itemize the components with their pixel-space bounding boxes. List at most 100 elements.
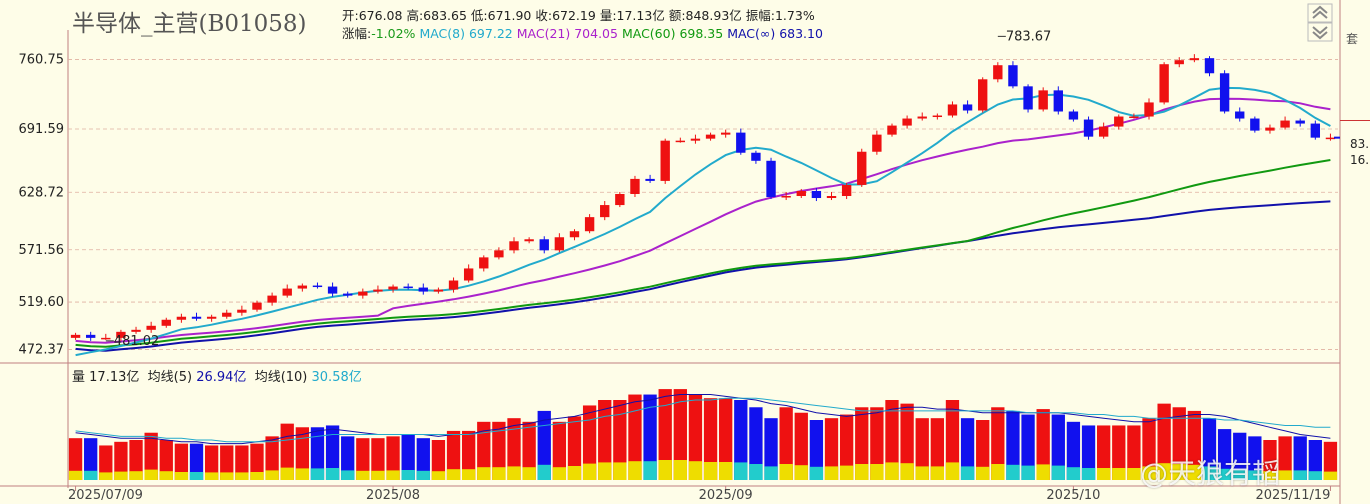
volume-bar[interactable] bbox=[976, 420, 990, 480]
volume-bar[interactable] bbox=[839, 414, 854, 480]
volume-bar[interactable] bbox=[1066, 421, 1081, 480]
volume-bar[interactable] bbox=[371, 438, 385, 480]
volume-bar[interactable] bbox=[613, 400, 627, 480]
volume-bar[interactable] bbox=[537, 410, 551, 480]
candle[interactable] bbox=[1325, 133, 1336, 141]
volume-bar[interactable] bbox=[628, 394, 642, 480]
volume-bar[interactable] bbox=[1112, 425, 1126, 480]
volume-bar[interactable] bbox=[522, 421, 536, 480]
volume-bar[interactable] bbox=[446, 430, 461, 480]
volume-bar[interactable] bbox=[779, 407, 793, 480]
candle[interactable] bbox=[584, 214, 595, 234]
volume-bar[interactable] bbox=[915, 418, 929, 480]
candle[interactable] bbox=[660, 138, 670, 184]
candle[interactable] bbox=[509, 237, 519, 254]
volume-bar[interactable] bbox=[356, 438, 370, 480]
candle[interactable] bbox=[524, 237, 534, 244]
volume-bar[interactable] bbox=[507, 418, 521, 480]
volume-bar[interactable] bbox=[658, 389, 672, 480]
candle[interactable] bbox=[206, 314, 217, 322]
volume-bar[interactable] bbox=[1293, 436, 1307, 480]
volume-bar[interactable] bbox=[1217, 429, 1232, 480]
volume-bar[interactable] bbox=[703, 398, 718, 480]
candle[interactable] bbox=[282, 284, 292, 298]
candle[interactable] bbox=[358, 288, 368, 299]
volume-bar[interactable] bbox=[567, 416, 582, 480]
candle[interactable] bbox=[1008, 61, 1018, 89]
volume-bar[interactable] bbox=[960, 418, 975, 480]
candle[interactable] bbox=[1159, 62, 1169, 105]
volume-bar[interactable] bbox=[1278, 436, 1292, 480]
candle[interactable] bbox=[902, 115, 912, 129]
candle[interactable] bbox=[826, 191, 837, 201]
candle[interactable] bbox=[857, 148, 867, 187]
candle[interactable] bbox=[1235, 107, 1245, 122]
candle[interactable] bbox=[781, 191, 791, 201]
volume-bar[interactable] bbox=[174, 443, 189, 480]
candle[interactable] bbox=[978, 77, 988, 113]
volume-bar[interactable] bbox=[1187, 410, 1202, 480]
candle[interactable] bbox=[85, 331, 96, 341]
candle[interactable] bbox=[947, 101, 958, 118]
candle[interactable] bbox=[917, 112, 927, 121]
candle[interactable] bbox=[297, 283, 308, 292]
volume-bar[interactable] bbox=[386, 436, 400, 480]
side-tab[interactable]: 套 bbox=[1346, 32, 1359, 46]
candle[interactable] bbox=[222, 309, 232, 319]
candle[interactable] bbox=[600, 201, 610, 221]
scroll-down-icon[interactable] bbox=[1307, 22, 1333, 42]
candle[interactable] bbox=[116, 329, 126, 341]
volume-bar[interactable] bbox=[991, 407, 1005, 480]
volume-bar[interactable] bbox=[885, 400, 899, 480]
candle[interactable] bbox=[327, 282, 338, 297]
candle[interactable] bbox=[161, 317, 171, 328]
candle[interactable] bbox=[539, 236, 549, 254]
candle[interactable] bbox=[705, 132, 716, 141]
candle[interactable] bbox=[630, 175, 640, 198]
candle[interactable] bbox=[403, 283, 413, 290]
volume-bar[interactable] bbox=[250, 443, 264, 480]
candle[interactable] bbox=[101, 333, 111, 340]
volume-bar[interactable] bbox=[1097, 425, 1111, 480]
candle[interactable] bbox=[766, 157, 776, 200]
candle[interactable] bbox=[433, 287, 444, 294]
candle[interactable] bbox=[191, 312, 202, 321]
candle[interactable] bbox=[1219, 70, 1230, 114]
candle[interactable] bbox=[448, 277, 459, 293]
volume-bar[interactable] bbox=[552, 421, 567, 480]
volume-bar[interactable] bbox=[1172, 407, 1186, 480]
volume-bar[interactable] bbox=[1308, 440, 1322, 480]
volume-bar[interactable] bbox=[673, 389, 687, 480]
volume-bar[interactable] bbox=[401, 434, 415, 480]
candle[interactable] bbox=[418, 283, 428, 295]
volume-bar[interactable] bbox=[855, 407, 869, 480]
volume-bar[interactable] bbox=[68, 438, 83, 480]
candle[interactable] bbox=[841, 182, 852, 200]
volume-bar[interactable] bbox=[477, 421, 491, 480]
volume-bar[interactable] bbox=[1202, 418, 1217, 480]
volume-bar[interactable] bbox=[945, 400, 960, 480]
candle[interactable] bbox=[811, 187, 822, 202]
volume-bar[interactable] bbox=[1263, 440, 1277, 480]
volume-bar[interactable] bbox=[1323, 441, 1338, 480]
candle[interactable] bbox=[1023, 84, 1033, 113]
candle[interactable] bbox=[1295, 118, 1305, 127]
candle[interactable] bbox=[690, 134, 701, 144]
volume-bar[interactable] bbox=[341, 436, 355, 480]
candle[interactable] bbox=[70, 332, 81, 340]
candle[interactable] bbox=[237, 305, 247, 316]
candle[interactable] bbox=[312, 282, 323, 289]
candle[interactable] bbox=[479, 255, 489, 272]
candle[interactable] bbox=[1265, 124, 1275, 134]
scroll-buttons[interactable] bbox=[1307, 3, 1333, 42]
candle[interactable] bbox=[1129, 113, 1139, 119]
candle[interactable] bbox=[1038, 87, 1048, 112]
volume-bar[interactable] bbox=[99, 445, 113, 480]
candle[interactable] bbox=[720, 129, 731, 138]
candle[interactable] bbox=[1098, 122, 1109, 139]
volume-bar[interactable] bbox=[84, 438, 98, 480]
volume-bar[interactable] bbox=[1021, 414, 1035, 480]
volume-bar[interactable] bbox=[930, 418, 944, 480]
candle[interactable] bbox=[1083, 116, 1094, 140]
